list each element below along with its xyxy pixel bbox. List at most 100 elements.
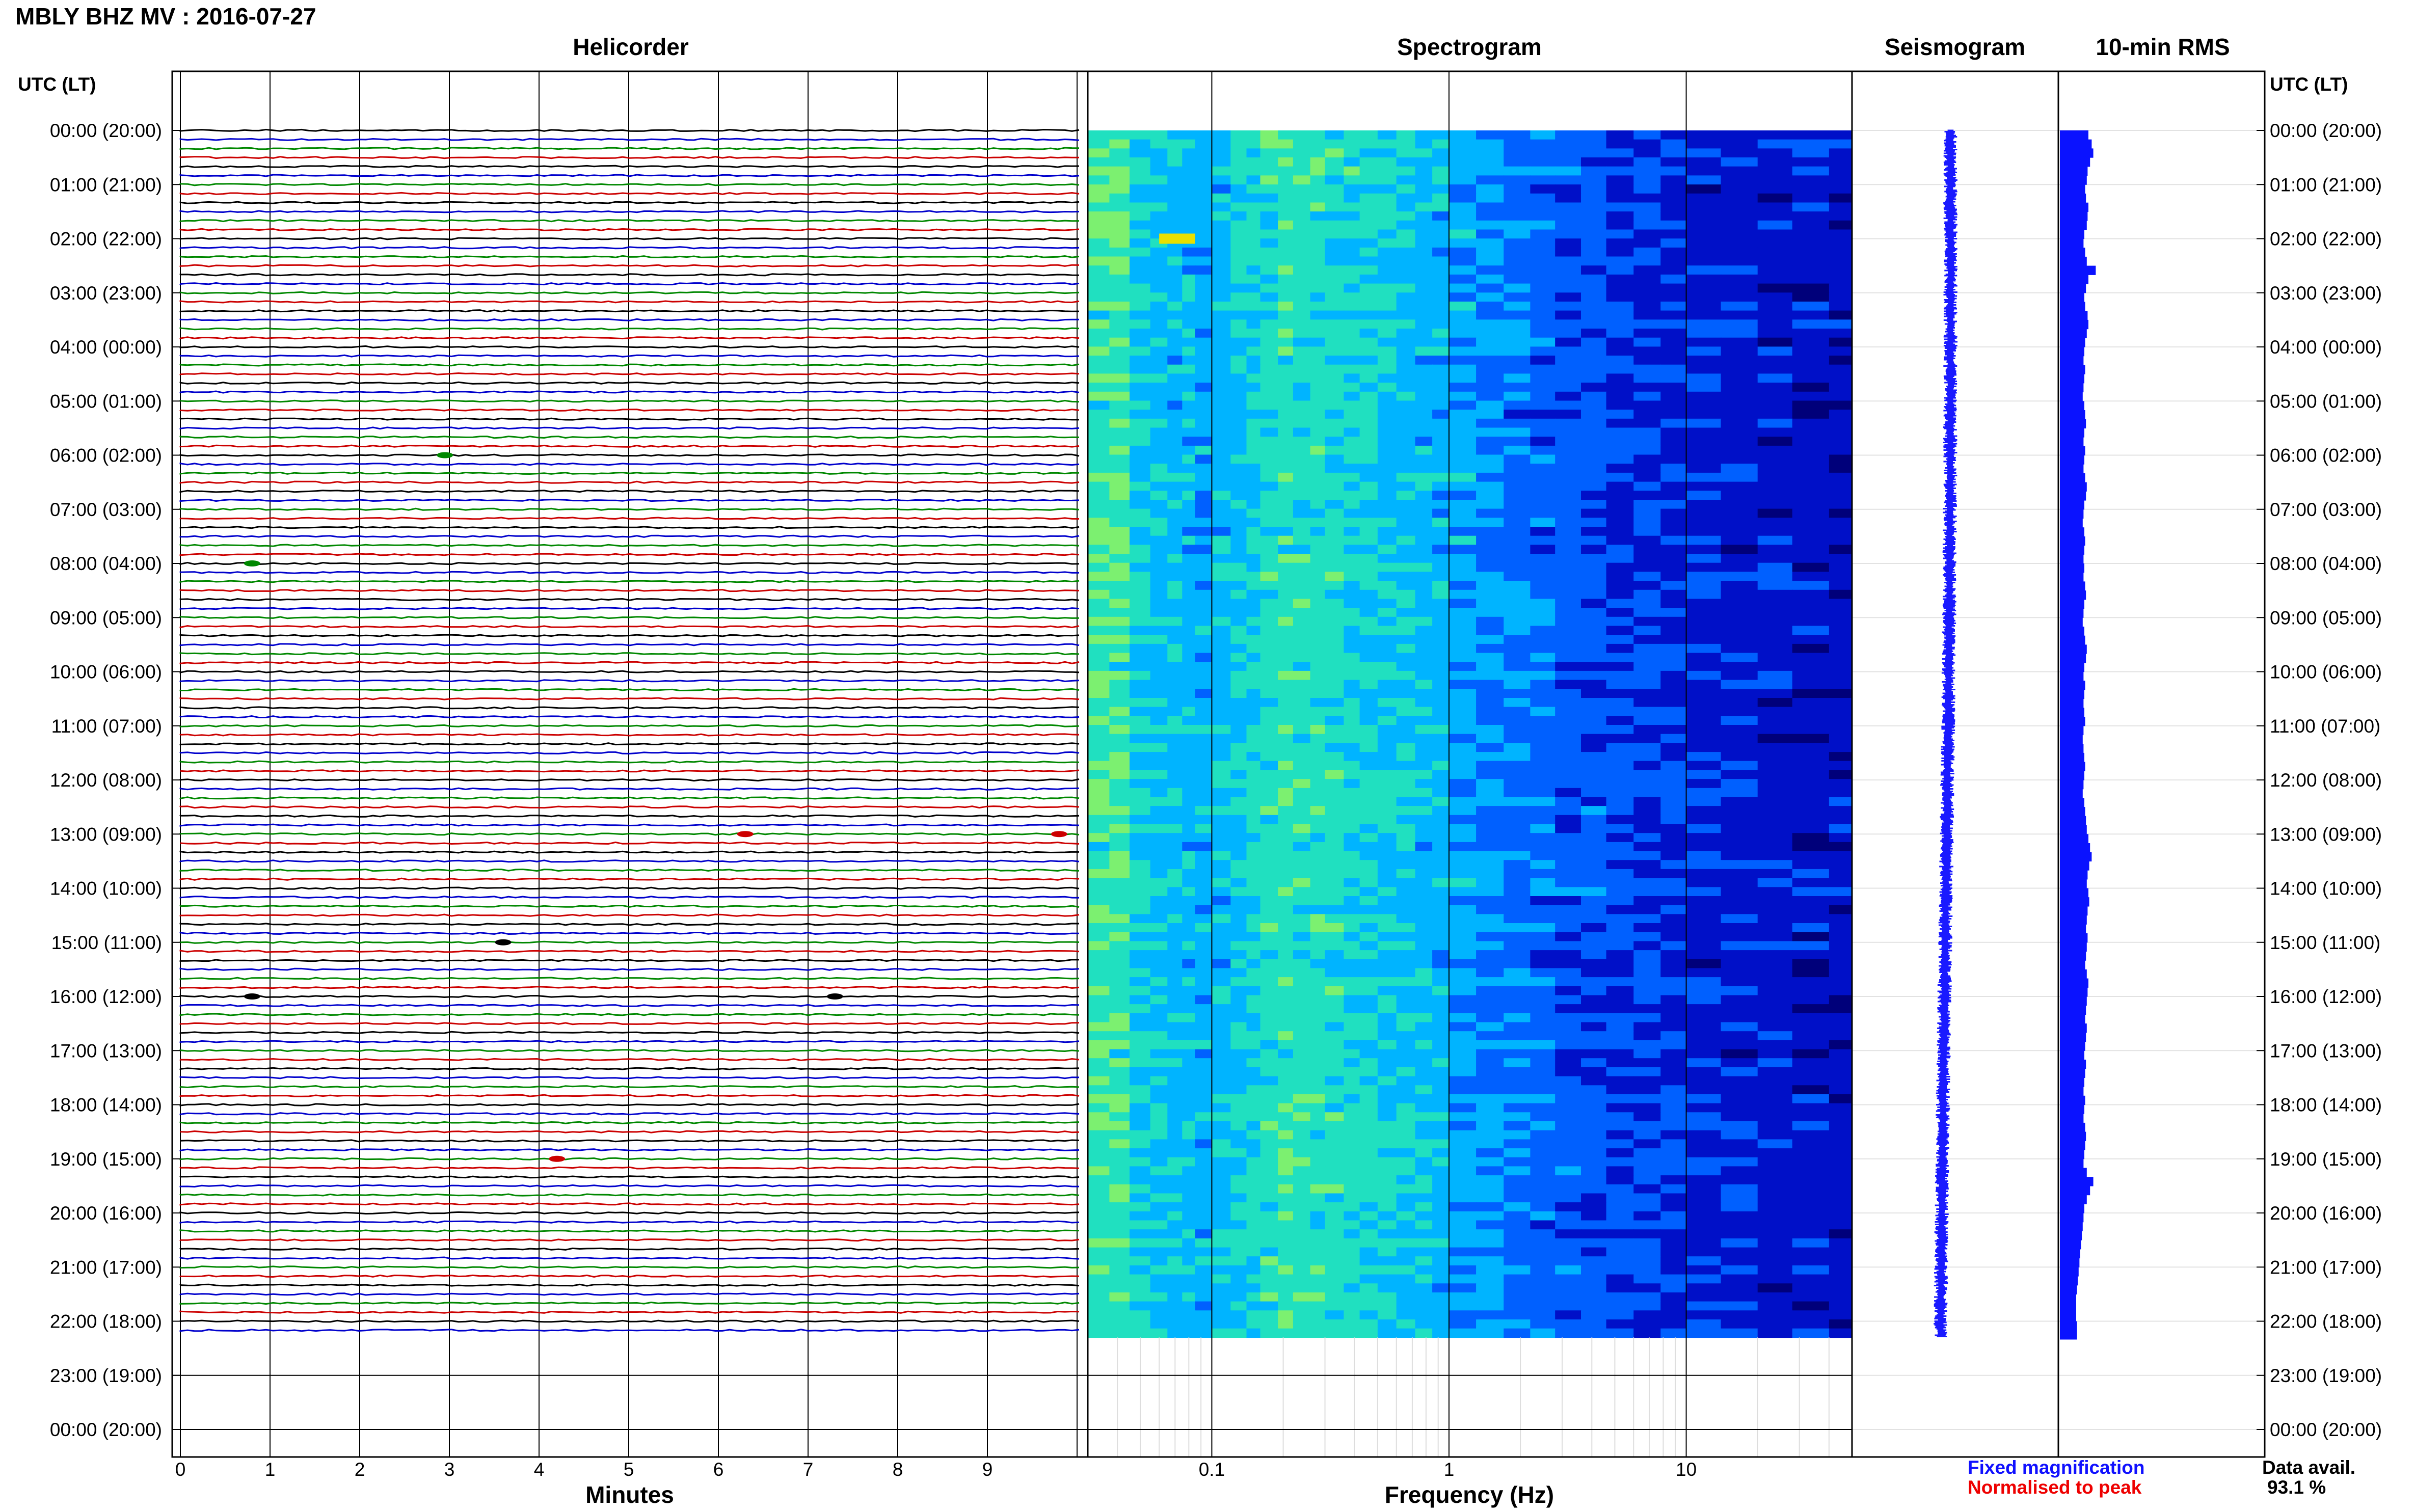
spectrogram-cell xyxy=(1633,1148,1661,1158)
spectrogram-cell xyxy=(1182,1319,1195,1329)
spectrogram-cell xyxy=(1378,689,1397,698)
spectrogram-cell xyxy=(1504,392,1531,401)
spectrogram-title: Spectrogram xyxy=(1397,34,1542,60)
spectrogram-cell xyxy=(1660,1265,1686,1275)
spectrogram-cell xyxy=(1195,221,1213,230)
spectrogram-cell xyxy=(1660,788,1686,798)
spectrogram-cell xyxy=(1530,284,1555,293)
spectrogram-cell xyxy=(1378,1094,1397,1104)
spectrogram-cell xyxy=(1360,292,1378,302)
spectrogram-cell xyxy=(1606,1112,1634,1122)
spectrogram-cell xyxy=(1504,257,1531,266)
spectrogram-cell xyxy=(1278,491,1293,500)
spectrogram-cell xyxy=(1397,1139,1416,1149)
helicorder-trace-line xyxy=(180,1203,1079,1205)
spectrogram-cell xyxy=(1581,194,1606,203)
spectrogram-cell xyxy=(1360,599,1378,609)
spectrogram-cell xyxy=(1182,671,1195,681)
spectrogram-cell xyxy=(1247,1013,1261,1023)
spectrogram-cell xyxy=(1088,383,1110,392)
spectrogram-cell xyxy=(1415,194,1433,203)
spectrogram-cell xyxy=(1449,788,1477,798)
spectrogram-cell xyxy=(1195,653,1213,663)
spectrogram-cell xyxy=(1310,851,1326,861)
spectrogram-cell xyxy=(1247,1184,1261,1194)
spectrogram-cell xyxy=(1325,842,1345,852)
spectrogram-cell xyxy=(1247,797,1261,807)
spectrogram-cell xyxy=(1449,851,1477,861)
spectrogram-cell xyxy=(1293,482,1311,492)
spectrogram-cell xyxy=(1247,491,1261,500)
spectrogram-cell xyxy=(1378,1049,1397,1059)
spectrogram-cell xyxy=(1310,752,1326,762)
spectrogram-cell xyxy=(1195,1238,1213,1248)
spectrogram-cell xyxy=(1130,265,1150,275)
spectrogram-cell xyxy=(1476,1022,1504,1032)
spectrogram-cell xyxy=(1182,1238,1195,1248)
rms-bar xyxy=(2060,627,2084,636)
spectrogram-cell xyxy=(1686,1310,1722,1320)
spectrogram-cell xyxy=(1360,392,1378,401)
spectrogram-cell xyxy=(1167,626,1183,636)
spectrogram-cell xyxy=(1504,203,1531,212)
spectrogram-cell xyxy=(1167,914,1183,924)
spectrogram-cell xyxy=(1758,581,1793,590)
spectrogram-cell xyxy=(1792,1302,1830,1311)
spectrogram-cell xyxy=(1195,167,1213,176)
spectrogram-cell xyxy=(1344,221,1360,230)
spectrogram-cell xyxy=(1130,680,1150,690)
spectrogram-cell xyxy=(1195,797,1213,807)
spectrogram-cell xyxy=(1792,221,1830,230)
spectrogram-cell xyxy=(1432,1184,1450,1194)
spectrogram-cell xyxy=(1555,914,1581,924)
spectrogram-cell xyxy=(1325,1013,1345,1023)
spectrogram-cell xyxy=(1530,275,1555,284)
spectrogram-cell xyxy=(1360,248,1378,257)
spectrogram-cell xyxy=(1686,590,1722,600)
spectrogram-cell xyxy=(1212,311,1231,320)
spectrogram-cell xyxy=(1530,1022,1555,1032)
spectrogram-cell xyxy=(1633,1157,1661,1167)
spectrogram-cell xyxy=(1212,869,1231,879)
spectrogram-cell xyxy=(1247,1221,1261,1230)
spectrogram-cell xyxy=(1293,734,1311,744)
spectrogram-cell xyxy=(1504,689,1531,698)
spectrogram-cell xyxy=(1829,1310,1853,1320)
helicorder-trace-line xyxy=(180,337,1079,339)
spectrogram-cell xyxy=(1109,680,1130,690)
spectrogram-cell xyxy=(1278,302,1293,311)
spectrogram-cell xyxy=(1150,491,1168,500)
spectrogram-cell xyxy=(1721,806,1758,816)
spectrogram-cell xyxy=(1449,671,1477,681)
spectrogram-cell xyxy=(1360,1067,1378,1077)
spectrogram-cell xyxy=(1476,995,1504,1005)
spectrogram-cell xyxy=(1260,500,1279,509)
spectrogram-cell xyxy=(1278,184,1293,194)
spectrogram-cell xyxy=(1415,130,1433,140)
spectrogram-cell xyxy=(1195,545,1213,554)
spectrogram-cell xyxy=(1476,446,1504,455)
spectrogram-cell xyxy=(1660,1058,1686,1068)
spectrogram-cell xyxy=(1397,581,1416,590)
spectrogram-cell xyxy=(1088,977,1110,987)
spectrogram-cell xyxy=(1247,914,1261,924)
spectrogram-cell xyxy=(1686,491,1722,500)
spectrogram-cell xyxy=(1555,509,1581,519)
spectrogram-cell xyxy=(1829,175,1853,185)
spectrogram-cell xyxy=(1167,1175,1183,1185)
spectrogram-cell xyxy=(1088,932,1110,942)
spectrogram-cell xyxy=(1344,626,1360,636)
spectrogram-cell xyxy=(1378,302,1397,311)
spectrogram-cell xyxy=(1310,932,1326,942)
helicorder-trace-line xyxy=(180,581,1079,582)
spectrogram-cell xyxy=(1829,860,1853,870)
spectrogram-cell xyxy=(1325,1329,1345,1338)
spectrogram-cell xyxy=(1829,1112,1853,1122)
spectrogram-cell xyxy=(1432,1112,1450,1122)
spectrogram-cell xyxy=(1278,887,1293,897)
spectrogram-cell xyxy=(1230,1121,1247,1131)
spectrogram-cell xyxy=(1150,536,1168,546)
spectrogram-cell xyxy=(1581,608,1606,617)
spectrogram-cell xyxy=(1088,319,1110,329)
spectrogram-cell xyxy=(1260,1175,1279,1185)
